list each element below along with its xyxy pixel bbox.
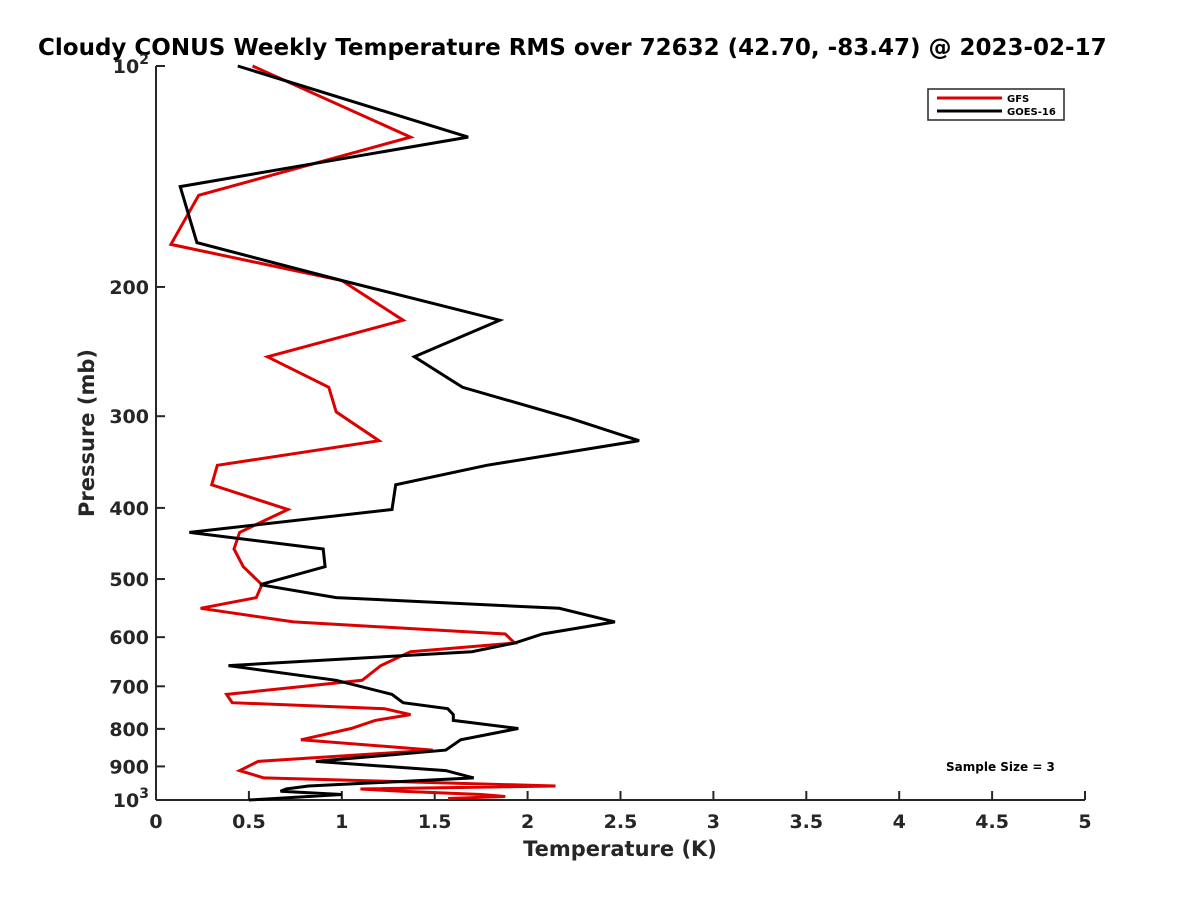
- x-tick-label: 0: [149, 811, 162, 833]
- x-tick-label: 2.5: [604, 811, 638, 833]
- y-tick-label: 200: [109, 277, 149, 299]
- x-tick-label: 5: [1078, 811, 1091, 833]
- x-tick-label: 3: [707, 811, 720, 833]
- x-tick-label: 1.5: [418, 811, 452, 833]
- y-tick-label: 900: [109, 756, 149, 778]
- y-tick-label: 500: [109, 569, 149, 591]
- y-tick-label: 102: [113, 52, 149, 78]
- sample-size-annotation: Sample Size = 3: [946, 760, 1055, 774]
- axes: 0 0.5 1 1.5 2 2.5 3 3.5 4 4.5 5 102 200 300 400 500 600 7…: [109, 52, 1091, 833]
- legend-label: GFS: [1007, 94, 1029, 105]
- x-tick-label: 4.5: [975, 811, 1009, 833]
- y-tick-label: 103: [113, 786, 149, 812]
- legend-box: [927, 88, 1065, 121]
- y-axis-label: Pressure (mb): [75, 349, 99, 517]
- legend: GFS GOES-16: [927, 88, 1065, 121]
- legend-label: GOES-16: [1007, 107, 1056, 118]
- series-line-goes-16: [178, 64, 640, 802]
- x-tick-label: 1: [335, 811, 348, 833]
- y-tick-label: 600: [109, 627, 149, 649]
- chart-title: Cloudy CONUS Weekly Temperature RMS over…: [38, 35, 1107, 61]
- series-line-gfs: [168, 64, 556, 800]
- x-axis-label: Temperature (K): [523, 837, 717, 861]
- x-tick-label: 0.5: [232, 811, 266, 833]
- x-tick-label: 4: [893, 811, 906, 833]
- y-tick-label: 800: [109, 719, 149, 741]
- y-tick-label: 700: [109, 676, 149, 698]
- x-tick-label: 2: [521, 811, 534, 833]
- y-tick-label: 400: [109, 498, 149, 520]
- y-tick-label: 300: [109, 406, 149, 428]
- x-tick-label: 3.5: [789, 811, 823, 833]
- plot-lines: [168, 64, 640, 802]
